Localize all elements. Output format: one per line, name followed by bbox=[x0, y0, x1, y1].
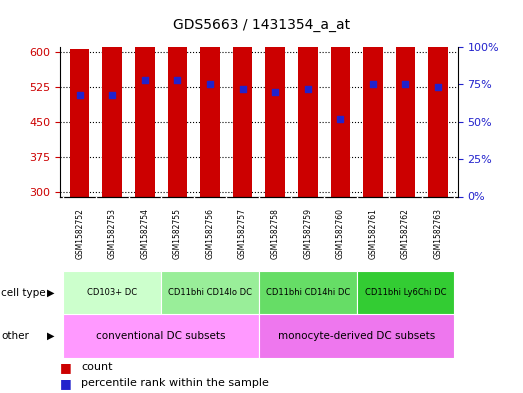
Point bbox=[303, 86, 312, 92]
Bar bbox=[70, 50, 89, 196]
Bar bbox=[135, 0, 155, 196]
Text: CD11bhi CD14lo DC: CD11bhi CD14lo DC bbox=[168, 288, 252, 297]
Bar bbox=[331, 0, 350, 196]
Point bbox=[141, 77, 149, 83]
Text: GSM1582754: GSM1582754 bbox=[140, 208, 150, 259]
Text: GSM1582752: GSM1582752 bbox=[75, 208, 84, 259]
Point bbox=[206, 81, 214, 88]
FancyBboxPatch shape bbox=[63, 314, 259, 358]
Text: GSM1582761: GSM1582761 bbox=[368, 208, 378, 259]
Text: conventional DC subsets: conventional DC subsets bbox=[96, 331, 226, 341]
Text: GDS5663 / 1431354_a_at: GDS5663 / 1431354_a_at bbox=[173, 18, 350, 32]
Text: GSM1582756: GSM1582756 bbox=[206, 208, 214, 259]
Text: GSM1582755: GSM1582755 bbox=[173, 208, 182, 259]
Text: ▶: ▶ bbox=[47, 331, 54, 341]
Bar bbox=[233, 0, 253, 196]
Point bbox=[401, 81, 410, 88]
FancyBboxPatch shape bbox=[63, 271, 161, 314]
Text: GSM1582753: GSM1582753 bbox=[108, 208, 117, 259]
Bar bbox=[363, 0, 383, 196]
Point bbox=[434, 84, 442, 91]
Text: ■: ■ bbox=[60, 361, 72, 374]
Text: GSM1582758: GSM1582758 bbox=[271, 208, 280, 259]
Bar bbox=[396, 0, 415, 196]
Bar bbox=[265, 0, 285, 196]
Text: GSM1582760: GSM1582760 bbox=[336, 208, 345, 259]
Point bbox=[173, 77, 181, 83]
Bar bbox=[298, 0, 317, 196]
Bar bbox=[103, 24, 122, 196]
Text: CD103+ DC: CD103+ DC bbox=[87, 288, 138, 297]
Text: monocyte-derived DC subsets: monocyte-derived DC subsets bbox=[278, 331, 435, 341]
Text: count: count bbox=[81, 362, 112, 373]
Text: CD11bhi Ly6Chi DC: CD11bhi Ly6Chi DC bbox=[365, 288, 446, 297]
Point bbox=[336, 116, 345, 122]
Text: ▶: ▶ bbox=[47, 288, 54, 298]
Text: GSM1582763: GSM1582763 bbox=[434, 208, 442, 259]
Point bbox=[108, 92, 117, 98]
Text: GSM1582759: GSM1582759 bbox=[303, 208, 312, 259]
Point bbox=[271, 89, 279, 95]
Text: CD11bhi CD14hi DC: CD11bhi CD14hi DC bbox=[266, 288, 350, 297]
FancyBboxPatch shape bbox=[259, 314, 454, 358]
FancyBboxPatch shape bbox=[259, 271, 357, 314]
Text: percentile rank within the sample: percentile rank within the sample bbox=[81, 378, 269, 388]
Text: ■: ■ bbox=[60, 376, 72, 390]
Bar bbox=[200, 0, 220, 196]
Text: other: other bbox=[1, 331, 29, 341]
Text: cell type: cell type bbox=[1, 288, 46, 298]
Bar bbox=[428, 0, 448, 196]
Text: GSM1582757: GSM1582757 bbox=[238, 208, 247, 259]
Point bbox=[238, 86, 247, 92]
Text: GSM1582762: GSM1582762 bbox=[401, 208, 410, 259]
FancyBboxPatch shape bbox=[357, 271, 454, 314]
Point bbox=[75, 92, 84, 98]
Bar bbox=[168, 0, 187, 196]
FancyBboxPatch shape bbox=[161, 271, 259, 314]
Point bbox=[369, 81, 377, 88]
